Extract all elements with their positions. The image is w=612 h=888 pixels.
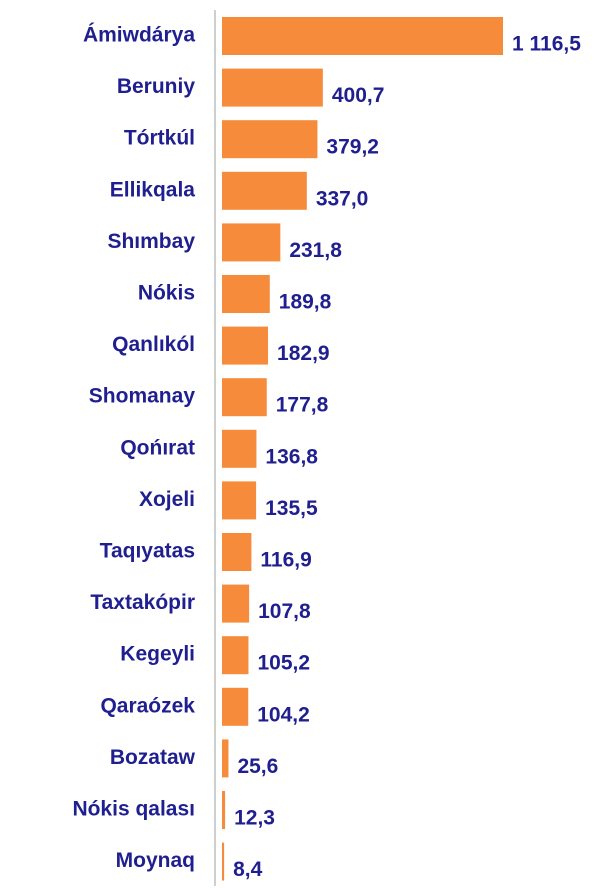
value-label: 400,7: [332, 84, 385, 107]
value-label: 177,8: [276, 394, 329, 417]
category-label: Taxtakópir: [90, 591, 195, 614]
category-label: Shomanay: [89, 385, 196, 408]
category-label: Xojeli: [139, 488, 195, 511]
category-label: Beruniy: [117, 75, 196, 98]
category-label: Ellikqala: [110, 178, 196, 201]
value-label: 116,9: [260, 549, 311, 572]
value-label: 104,2: [257, 703, 310, 726]
category-label: Bozataw: [110, 746, 196, 769]
bar: [222, 17, 503, 55]
value-label: 135,5: [265, 497, 318, 520]
bar: [222, 326, 269, 365]
category-label: Nókis qalası: [72, 798, 195, 821]
bar: [222, 120, 318, 159]
bar: [222, 275, 270, 313]
value-label: 1 116,5: [512, 33, 581, 56]
bar: [222, 791, 226, 829]
value-label: 25,6: [237, 755, 278, 778]
bar: [222, 636, 249, 675]
bar: [222, 481, 257, 520]
category-label: Tórtkúl: [124, 127, 195, 150]
value-label: 379,2: [326, 136, 379, 159]
bar: [222, 584, 250, 623]
value-label: 337,0: [316, 187, 369, 210]
bar: [222, 378, 267, 417]
value-label: 231,8: [289, 239, 342, 262]
category-label: Shımbay: [107, 230, 195, 253]
value-label: 105,2: [257, 652, 310, 675]
category-label: Moynaq: [116, 849, 195, 872]
bar: [222, 533, 252, 571]
bar: [222, 429, 257, 468]
category-label: Qanlıkól: [112, 333, 195, 356]
value-label: 182,9: [277, 342, 330, 365]
bar: [222, 171, 307, 210]
category-label: Taqıyatas: [100, 540, 195, 563]
value-label: 107,8: [258, 600, 311, 623]
category-label: Qońırat: [120, 436, 195, 459]
category-label: Kegeyli: [120, 643, 195, 666]
bar: [222, 68, 323, 107]
category-label: Qaraózek: [100, 694, 195, 717]
value-label: 8,4: [233, 858, 263, 881]
value-label: 189,8: [279, 291, 332, 314]
bar: [222, 842, 225, 881]
bar: [222, 739, 229, 778]
category-label: Ámiwdárya: [83, 24, 195, 47]
value-label: 136,8: [265, 445, 318, 468]
value-label: 12,3: [234, 807, 275, 830]
category-label: Nókis: [138, 282, 195, 305]
bar: [222, 223, 281, 262]
bar: [222, 687, 249, 726]
